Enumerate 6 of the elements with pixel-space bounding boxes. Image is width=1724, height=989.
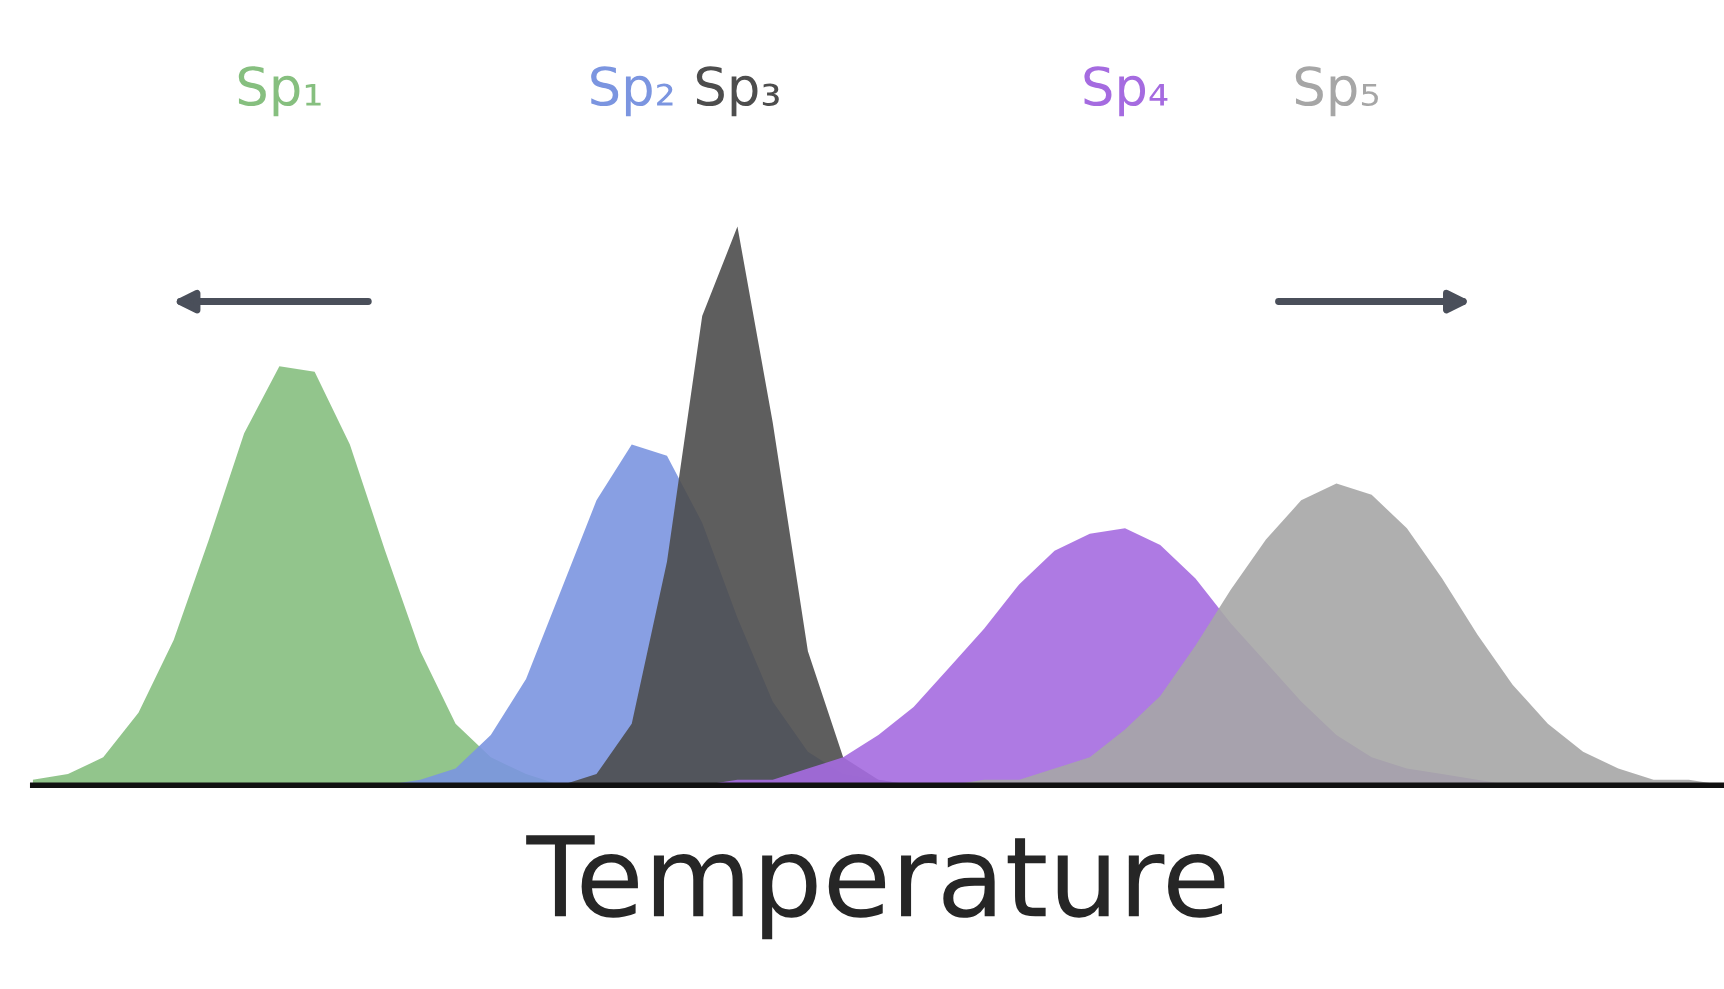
text: Sp₅	[1295, 66, 1378, 117]
text: Sp₁	[238, 66, 321, 117]
x-axis-title: Temperature	[526, 835, 1225, 940]
text: Sp₂	[591, 66, 673, 117]
text: Sp₃	[696, 66, 779, 117]
text: Sp₄	[1084, 66, 1168, 117]
